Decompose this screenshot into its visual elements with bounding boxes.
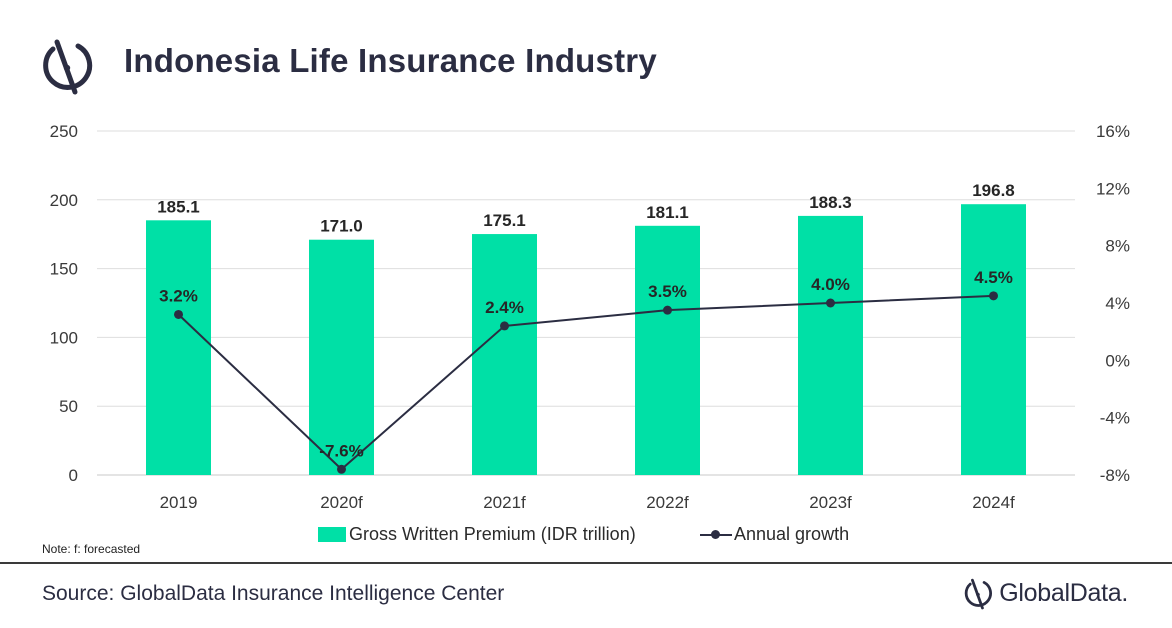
y-axis-left: 0 50 100 150 200 250: [50, 122, 78, 485]
gridlines: [97, 130, 1075, 476]
y-left-tick-label: 200: [50, 191, 78, 210]
legend-swatch-line: [700, 528, 732, 542]
legend: Gross Written Premium (IDR trillion) Ann…: [0, 524, 1172, 550]
bar: [798, 215, 863, 475]
y-left-tick-label: 250: [50, 122, 78, 141]
growth-point: [174, 309, 183, 319]
x-tick-label: 2021f: [483, 493, 526, 512]
bar-data-label: 185.1: [157, 197, 200, 216]
brand-logo: GlobalData.: [963, 575, 1128, 611]
x-tick-label: 2024f: [972, 493, 1015, 512]
legend-label-growth: Annual growth: [734, 524, 850, 544]
y-right-tick-label: 12%: [1096, 179, 1130, 198]
growth-data-label: -7.6%: [319, 441, 363, 460]
bar-data-labels: 185.1 171.0 175.1 181.1 188.3 196.8: [157, 181, 1015, 236]
source-text: Source: GlobalData Insurance Intelligenc…: [42, 582, 505, 605]
line-data-labels: 3.2% -7.6% 2.4% 3.5% 4.0% 4.5%: [159, 268, 1013, 460]
brand-name: GlobalData.: [999, 578, 1128, 607]
y-right-tick-label: -8%: [1100, 466, 1130, 485]
y-right-tick-label: -4%: [1100, 409, 1130, 428]
y-left-tick-label: 0: [69, 466, 78, 485]
growth-data-label: 4.0%: [811, 275, 850, 294]
growth-point: [500, 321, 509, 331]
footer-divider: [0, 562, 1172, 564]
legend-item-growth: Annual growth: [700, 524, 849, 545]
legend-item-premium: Gross Written Premium (IDR trillion): [318, 524, 636, 545]
bar: [635, 225, 700, 475]
y-left-tick-label: 150: [50, 260, 78, 279]
y-axis-right: -8% -4% 0% 4% 8% 12% 16%: [1096, 122, 1130, 485]
x-tick-label: 2020f: [320, 493, 363, 512]
line-series: [174, 291, 998, 474]
page-title: Indonesia Life Insurance Industry: [124, 42, 657, 79]
y-right-tick-label: 4%: [1105, 294, 1130, 313]
globaldata-mark-icon: [40, 34, 94, 101]
y-right-tick-label: 0%: [1105, 351, 1130, 370]
y-left-tick-label: 100: [50, 328, 78, 347]
growth-line: [177, 294, 994, 471]
bar-data-label: 181.1: [646, 203, 689, 222]
y-right-tick-label: 8%: [1105, 237, 1130, 256]
y-left-tick-label: 50: [59, 397, 78, 416]
bar: [961, 204, 1026, 476]
y-right-tick-label: 16%: [1096, 122, 1130, 141]
bar: [309, 239, 374, 475]
growth-data-label: 2.4%: [485, 298, 524, 317]
growth-data-label: 3.5%: [648, 282, 687, 301]
x-tick-label: 2019: [160, 493, 198, 512]
bar-data-label: 196.8: [972, 181, 1015, 200]
bar: [146, 220, 211, 475]
growth-data-label: 3.2%: [159, 286, 198, 305]
legend-label-premium: Gross Written Premium (IDR trillion): [349, 524, 636, 544]
bar-data-label: 188.3: [809, 193, 852, 212]
growth-point: [989, 291, 998, 301]
bar-data-label: 171.0: [320, 217, 363, 236]
bar-data-label: 175.1: [483, 211, 526, 230]
growth-point: [663, 305, 672, 315]
legend-swatch-bar: [318, 527, 346, 542]
growth-point: [826, 298, 835, 308]
footnote: Note: f: forecasted: [42, 542, 141, 556]
growth-point: [337, 464, 346, 474]
globaldata-logo-icon: [965, 578, 993, 610]
bar: [472, 234, 537, 475]
growth-data-label: 4.5%: [974, 268, 1013, 287]
bar-series: [146, 204, 1026, 476]
x-axis: 2019 2020f 2021f 2022f 2023f 2024f: [160, 493, 1015, 512]
x-tick-label: 2023f: [809, 493, 852, 512]
x-tick-label: 2022f: [646, 493, 689, 512]
